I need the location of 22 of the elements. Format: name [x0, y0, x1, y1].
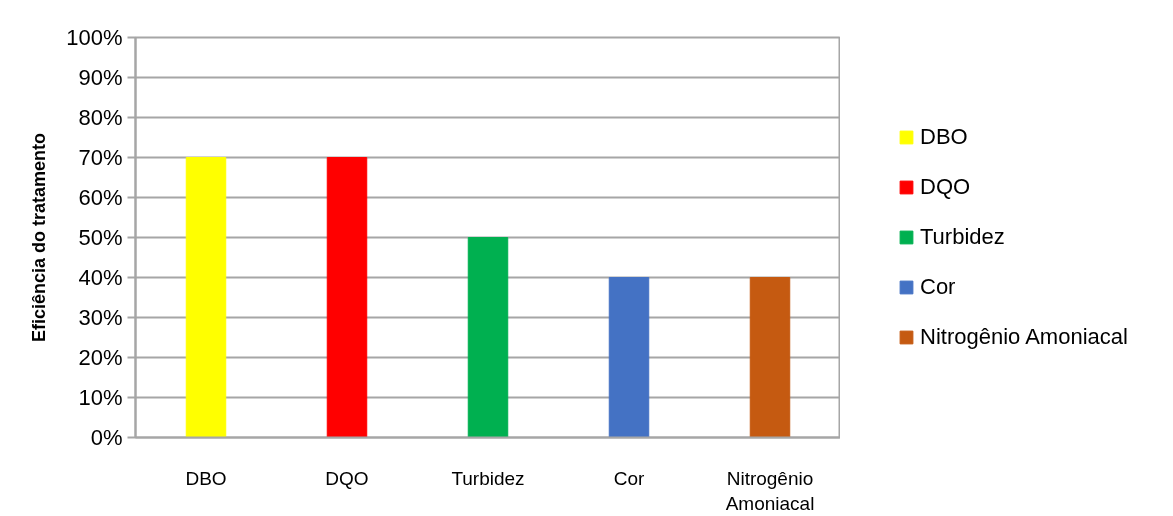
- y-tick-label: 80%: [78, 105, 123, 130]
- y-tick-label: 20%: [78, 345, 123, 370]
- legend-label: DQO: [920, 174, 971, 200]
- legend-label: Cor: [920, 274, 956, 300]
- legend-label: DBO: [920, 124, 968, 150]
- x-tick-label: Cor: [613, 467, 645, 489]
- x-tick-label: Nitrogênio Amoniacal: [725, 467, 815, 514]
- y-tick-label: 10%: [78, 385, 123, 410]
- y-axis-title: Eficiência do tratamento: [29, 132, 50, 343]
- legend-label: Turbidez: [920, 224, 1005, 250]
- y-tick-label: 100%: [66, 25, 123, 50]
- x-tick-label: DQO: [325, 467, 369, 489]
- y-tick-label: 70%: [78, 145, 123, 170]
- y-tick-label: 30%: [78, 305, 123, 330]
- y-tick-label: 90%: [78, 65, 123, 90]
- y-tick-label: 60%: [78, 185, 123, 210]
- legend-label: Nitrogênio Amoniacal: [920, 324, 1128, 350]
- y-tick-label: 50%: [78, 225, 123, 250]
- x-tick-label: Turbidez: [451, 467, 525, 489]
- x-tick-label: DBO: [185, 467, 227, 489]
- y-tick-label: 40%: [78, 265, 123, 290]
- y-tick-label: 0%: [90, 425, 123, 450]
